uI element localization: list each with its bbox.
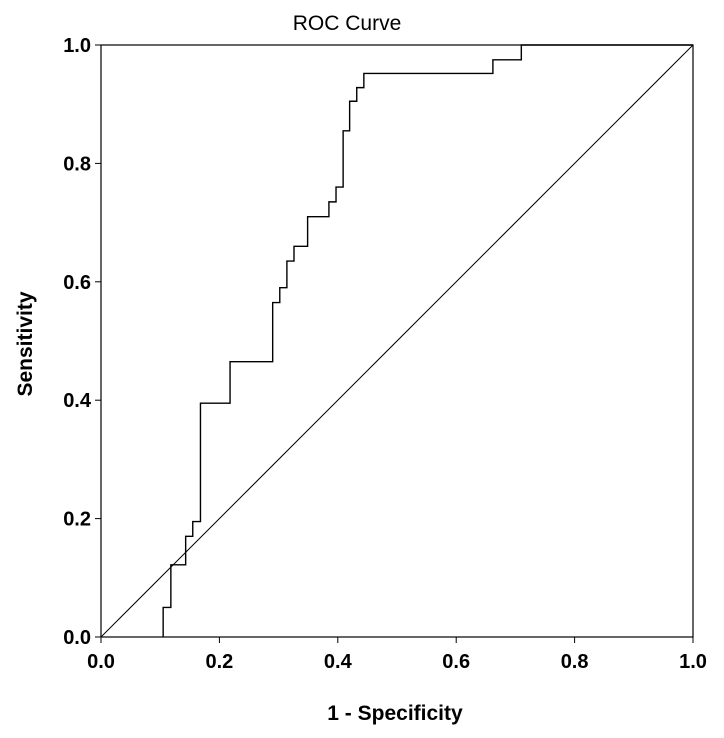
y-axis-ticks: 0.0 0.2 0.4 0.6 0.8 1.0 <box>63 35 101 649</box>
x-tick-label: 0.4 <box>324 651 353 673</box>
y-axis-label: Sensitivity <box>14 291 37 396</box>
y-tick-label: 0.0 <box>63 627 91 649</box>
x-axis-ticks: 0.0 0.2 0.4 0.6 0.8 1.0 <box>87 637 707 673</box>
x-tick-label: 0.2 <box>205 651 233 673</box>
series-layer <box>100 44 694 638</box>
chart-title: ROC Curve <box>293 12 402 35</box>
y-tick-label: 0.4 <box>63 390 92 412</box>
reference-diagonal-line <box>100 44 694 638</box>
y-tick-label: 0.8 <box>63 153 91 175</box>
y-tick-label: 0.2 <box>63 509 91 531</box>
x-tick-label: 1.0 <box>679 651 707 673</box>
x-tick-label: 0.0 <box>87 651 115 673</box>
x-tick-label: 0.6 <box>442 651 470 673</box>
roc-curve-line <box>162 44 693 637</box>
x-tick-label: 0.8 <box>561 651 589 673</box>
x-axis-label: 1 - Specificity <box>327 702 463 725</box>
plot-area-frame <box>100 44 694 638</box>
y-tick-label: 1.0 <box>63 35 91 57</box>
y-tick-label: 0.6 <box>63 272 91 294</box>
